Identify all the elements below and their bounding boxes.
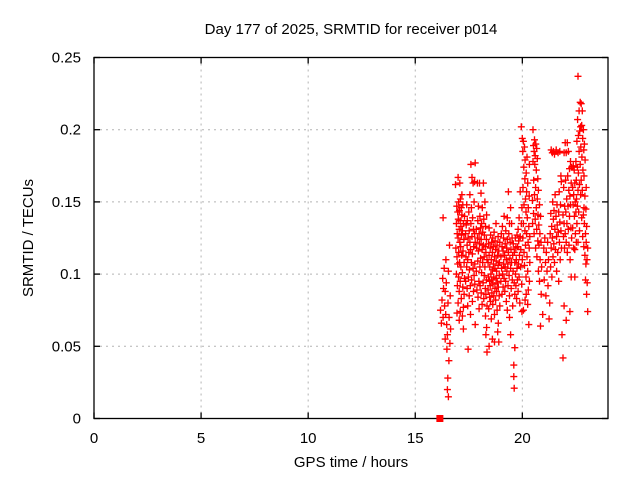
scatter-series-SRMTID: [437, 72, 592, 401]
grid-layer: [94, 57, 608, 419]
x-tick-label: 10: [300, 430, 317, 447]
y-tick-label: 0: [73, 411, 81, 428]
chart-title: Day 177 of 2025, SRMTID for receiver p01…: [205, 21, 498, 38]
y-tick-label: 0.25: [52, 50, 81, 67]
y-tick-label: 0.05: [52, 338, 81, 355]
y-axis-label: SRMTID / TECUs: [20, 179, 37, 297]
x-tick-label: 15: [407, 430, 424, 447]
tick-marks-layer: [93, 56, 608, 420]
tick-labels-layer: 0 5 10 15 20 0 0.05 0.1 0.15 0.2 0.25: [52, 50, 531, 448]
y-tick-label: 0.15: [52, 194, 81, 211]
x-axis-label: GPS time / hours: [294, 454, 408, 471]
y-tick-label: 0.2: [60, 122, 81, 139]
square-marker-flagged-point: [436, 415, 444, 422]
y-tick-label: 0.1: [60, 266, 81, 283]
x-tick-label: 20: [514, 430, 531, 447]
x-tick-label: 0: [90, 430, 98, 447]
plot-border: [93, 56, 609, 420]
data-points-layer: [436, 72, 592, 422]
x-tick-label: 5: [197, 430, 205, 447]
